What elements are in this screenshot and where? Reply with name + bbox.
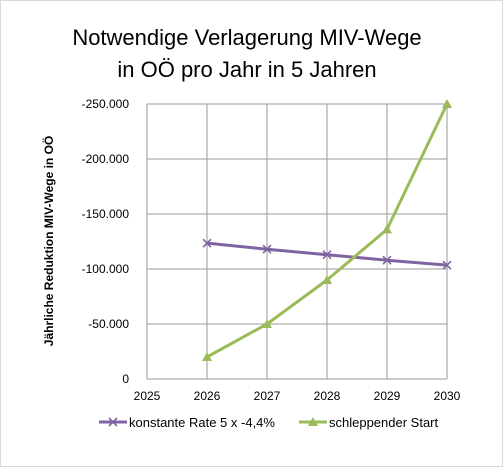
marker-stroke xyxy=(442,260,452,270)
series-1 xyxy=(202,238,452,270)
x-marker xyxy=(202,238,212,248)
triangle-marker xyxy=(262,319,272,328)
legend: konstante Rate 5 x -4,4% schleppender Sta… xyxy=(99,415,439,430)
legend-label: konstante Rate 5 x -4,4% xyxy=(129,415,275,430)
marker-stroke xyxy=(202,238,212,248)
marker-stroke xyxy=(382,255,392,265)
legend-item: konstante Rate 5 x -4,4% xyxy=(99,415,275,430)
marker-stroke xyxy=(322,250,332,260)
x-tick-label: 2025 xyxy=(134,389,161,403)
y-tick-label: -150.000 xyxy=(82,207,130,221)
x-marker xyxy=(322,250,332,260)
x-tick-label: 2028 xyxy=(314,389,341,403)
x-marker xyxy=(262,244,272,254)
x-marker xyxy=(382,255,392,265)
marker-stroke xyxy=(262,244,272,254)
x-tick-label: 2027 xyxy=(254,389,281,403)
legend-label: schleppender Start xyxy=(329,415,439,430)
y-axis-label: Jährliche Reduktion MIV-Wege in OÖ xyxy=(41,136,56,346)
y-tick-label: -50.000 xyxy=(88,317,129,331)
triangle-marker xyxy=(442,99,452,108)
triangle-marker xyxy=(322,275,332,284)
triangle-marker xyxy=(382,224,392,234)
series-lines xyxy=(202,99,452,361)
marker-stroke xyxy=(108,417,118,427)
chart-title-line-2: in OÖ pro Jahr in 5 Jahren xyxy=(117,57,376,82)
gridlines xyxy=(146,103,448,380)
y-tick-label: -250.000 xyxy=(82,97,130,111)
x-marker xyxy=(108,417,118,427)
triangle-marker xyxy=(308,417,318,426)
x-tick-label: 2030 xyxy=(434,389,461,403)
chart-title-line-1: Notwendige Verlagerung MIV-Wege xyxy=(72,25,421,50)
x-tick-label: 2029 xyxy=(374,389,401,403)
y-tick-label: -200.000 xyxy=(82,152,130,166)
y-tick-label: -100.000 xyxy=(82,262,130,276)
series-2 xyxy=(202,99,452,361)
triangle-marker xyxy=(202,352,212,361)
x-marker xyxy=(442,260,452,270)
axis-ticks: -250.000 -200.000 -150.000 -100.000 -50.000 0… xyxy=(82,97,461,403)
y-tick-label: 0 xyxy=(122,372,129,386)
legend-item: schleppender Start xyxy=(299,415,439,430)
x-tick-label: 2026 xyxy=(194,389,221,403)
